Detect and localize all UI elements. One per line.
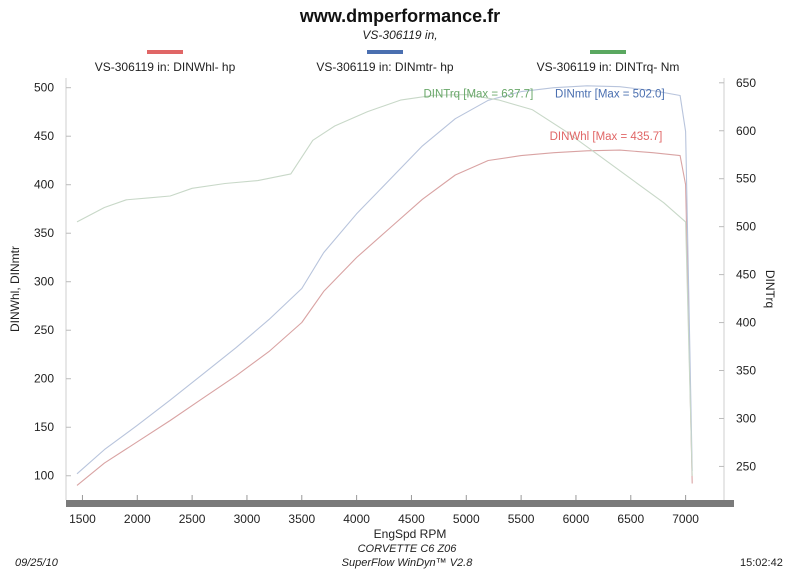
y-left-tick-label: 300	[34, 275, 54, 289]
footer-car: CORVETTE C6 Z06	[357, 543, 457, 555]
series-line-dintrq	[76, 94, 693, 477]
x-tick-label: 4000	[343, 512, 370, 526]
x-tick-label: 3500	[288, 512, 315, 526]
legend-swatch-dintrq	[590, 50, 626, 54]
x-tick-label: 5000	[453, 512, 480, 526]
footer-software: SuperFlow WinDyn™ V2.8	[341, 557, 473, 569]
y-right-tick-label: 250	[736, 459, 756, 473]
legend-item-dinwhl: VS-306119 in: DINWhl- hp	[45, 44, 285, 74]
x-tick-label: 2500	[179, 512, 206, 526]
series-line-dinwhl	[76, 149, 693, 486]
annotation-2: DINWhl [Max = 435.7]	[550, 131, 663, 143]
series-line-dinmtr	[76, 85, 693, 475]
footer-time: 15:02:42	[740, 557, 783, 569]
x-tick-label: 2000	[124, 512, 151, 526]
chart-title: www.dmperformance.fr	[299, 6, 501, 26]
y-right-tick-label: 450	[736, 268, 756, 282]
y-left-tick-label: 500	[34, 81, 54, 95]
annotation-1: DINmtr [Max = 502.0]	[555, 88, 665, 100]
x-tick-label: 3000	[234, 512, 261, 526]
x-tick-label: 6000	[563, 512, 590, 526]
x-tick-label: 6500	[617, 512, 644, 526]
y-right-tick-label: 550	[736, 172, 756, 186]
footer-date: 09/25/10	[15, 557, 58, 569]
legend-label-dintrq: VS-306119 in: DINTrq- Nm	[536, 60, 680, 74]
y-left-tick-label: 250	[34, 323, 54, 337]
y-right-tick-label: 500	[736, 220, 756, 234]
y-left-tick-label: 350	[34, 226, 54, 240]
y-right-tick-label: 650	[736, 76, 756, 90]
chart-subtitle: VS-306119 in,	[362, 28, 438, 42]
x-axis-label: EngSpd RPM	[374, 527, 447, 541]
legend-swatch-dinwhl	[147, 50, 183, 54]
x-tick-label: 4500	[398, 512, 425, 526]
legend-swatch-dinmtr	[367, 50, 403, 54]
y-right-tick-label: 350	[736, 364, 756, 378]
legend-label-dinwhl: VS-306119 in: DINWhl- hp	[94, 60, 236, 74]
x-tick-label: 1500	[69, 512, 96, 526]
y-right-tick-label: 600	[736, 124, 756, 138]
legend-item-dintrq: VS-306119 in: DINTrq- Nm	[488, 44, 728, 74]
x-tick-label: 5500	[508, 512, 535, 526]
y-left-tick-label: 450	[34, 129, 54, 143]
x-tick-label: 7000	[672, 512, 699, 526]
legend-item-dinmtr: VS-306119 in: DINmtr- hp	[265, 44, 505, 74]
y-left-tick-label: 150	[34, 420, 54, 434]
annotation-0: DINTrq [Max = 637.7]	[423, 88, 533, 100]
y-axis-right-label: DINTrq	[763, 270, 777, 308]
x-axis-bar	[66, 500, 734, 507]
legend-label-dinmtr: VS-306119 in: DINmtr- hp	[316, 60, 454, 74]
y-right-tick-label: 300	[736, 411, 756, 425]
y-left-tick-label: 400	[34, 178, 54, 192]
y-left-tick-label: 200	[34, 372, 54, 386]
y-right-tick-label: 400	[736, 316, 756, 330]
y-left-tick-label: 100	[34, 469, 54, 483]
y-axis-left-label: DINWhl, DINmtr	[8, 246, 22, 332]
